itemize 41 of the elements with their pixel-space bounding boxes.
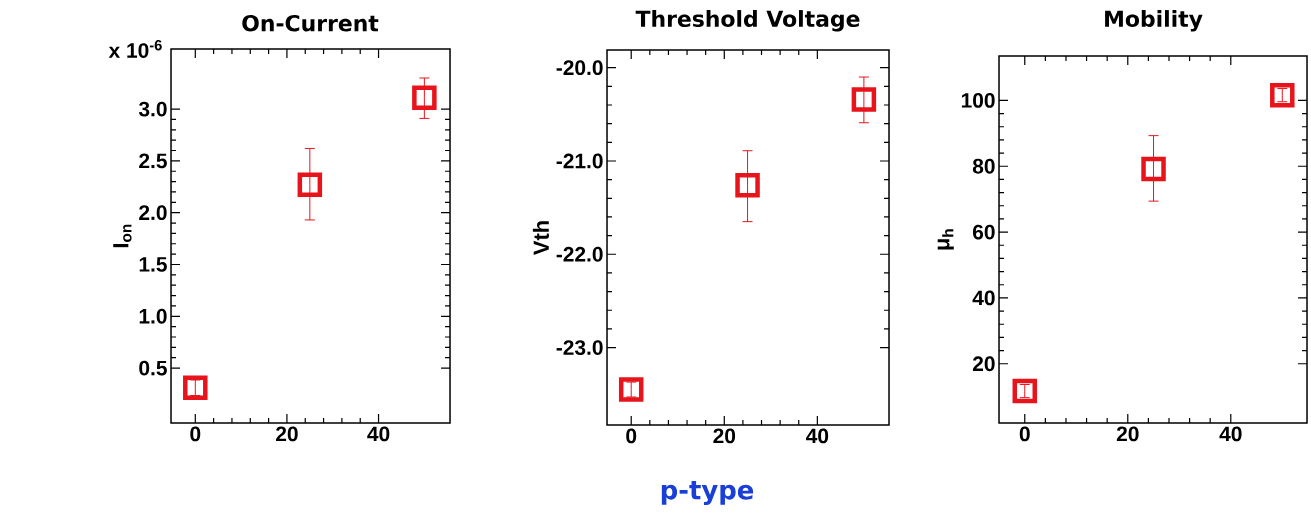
point [183,375,208,401]
x-tick-label: 0 [626,428,637,444]
y-tick-label: -23.0 [556,340,603,355]
chart-title: On-Current [242,14,379,32]
point [1141,156,1166,182]
y-tick-label: 0.5 [139,360,167,376]
y-tick-label: -22.0 [556,246,603,262]
y-tick-label: 20 [972,356,995,372]
chart-title: Threshold Voltage [635,10,860,32]
point [297,172,323,197]
y-tick-label: 100 [961,93,995,108]
point [851,87,877,112]
text: p-type [661,481,754,505]
point [1270,82,1295,108]
y-tick-label: 60 [972,224,995,240]
y-tick-label: -21.0 [556,153,603,169]
x-tick-label: 0 [1019,426,1030,442]
y-axis-title: Vth [532,221,549,255]
x-tick-label: 20 [276,426,298,442]
y-tick-label: 1.0 [139,308,167,324]
x-tick-label: 20 [713,428,736,444]
y-tick-label: -20.0 [556,60,603,76]
x-tick-label: 20 [1116,426,1139,442]
point [1012,378,1038,404]
point [412,85,437,110]
y-tick-label: 40 [972,290,995,306]
x-tick-label: 40 [1219,426,1242,442]
y-tick-label: 1.5 [139,257,167,272]
y-tick-label: 80 [972,158,995,174]
text: x 10$^{-6}$ [108,40,162,58]
y-tick-label: 3.0 [138,101,167,117]
chart-title: Mobility [1105,10,1203,32]
x-tick-label: 40 [806,428,829,444]
x-tick-label: 40 [367,426,390,442]
point [735,172,760,198]
y-axis-title: I$_{on}$ [113,224,132,248]
y-axis-title: μ$_{h}$ [937,229,954,250]
x-tick-label: 0 [190,426,201,442]
y-tick-label: 2.0 [139,205,167,221]
y-tick-label: 2.5 [139,153,167,169]
point [618,377,644,402]
